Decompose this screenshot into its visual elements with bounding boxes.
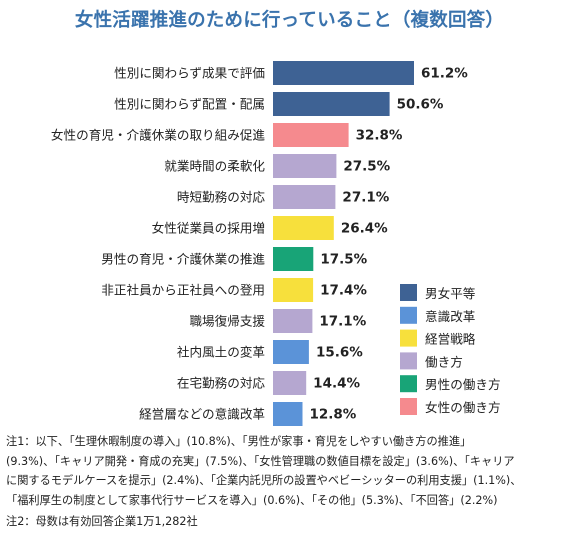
note-1-line-4: 「福利厚生の制度として家事代行サービスを導入」(0.6%)、「その他」(5.3%… (6, 493, 498, 507)
legend-label: 働き方 (425, 354, 463, 369)
legend-label: 女性の働き方 (425, 400, 501, 415)
legend-swatch (400, 398, 417, 415)
data-label: 15.6% (316, 345, 363, 361)
category-label: 時短勤務の対応 (177, 190, 266, 205)
bar (273, 61, 414, 85)
category-label: 就業時間の柔軟化 (164, 159, 265, 174)
data-label: 14.4% (313, 376, 360, 392)
bar-chart: 性別に関わらず成果で評価 61.2% 性別に関わらず配置・配属 50.6% 女性の育児・… (51, 61, 501, 426)
legend-swatch (400, 329, 417, 347)
bar (273, 123, 349, 147)
bar (273, 309, 313, 333)
note-2: 注2：母数は有効回答企業1万1,282社 (6, 515, 198, 529)
chart-notes: 注1：以下、「生理休暇制度の導入」(10.8%)、「男性が家事・育児をしやすい働… (6, 432, 574, 532)
category-label: 性別に関わらず成果で評価 (114, 66, 265, 81)
note-1-line-1: 注1：以下、「生理休暇制度の導入」(10.8%)、「男性が家事・育児をしやすい働… (6, 435, 472, 448)
category-label: 職場復帰支援 (189, 314, 265, 329)
bars-layer: 性別に関わらず成果で評価 61.2% 性別に関わらず配置・配属 50.6% 女性の育児・… (51, 61, 468, 426)
data-label: 12.8% (309, 407, 356, 423)
bar (273, 371, 307, 395)
note-1-line-2: (9.3%)、「キャリア開発・育成の充実」(7.5%)、「女性管理職の数値目標を… (6, 454, 515, 468)
legend-label: 意識改革 (425, 309, 475, 324)
bar (273, 340, 309, 364)
legend-swatch (400, 306, 417, 324)
data-label: 50.6% (397, 97, 444, 113)
category-label: 社内風土の変革 (177, 345, 265, 360)
legend-label: 男女平等 (425, 286, 476, 301)
bar (273, 247, 314, 271)
category-label: 女性従業員の採用増 (152, 221, 265, 236)
bar (273, 278, 314, 302)
bar (273, 92, 390, 116)
data-label: 27.1% (342, 190, 389, 206)
category-label: 経営層などの意識改革 (139, 407, 265, 422)
note-1-line-3: に関するモデルケースを提示」(2.4%)、「企業内託児所の設置やベビーシッターの… (6, 474, 522, 488)
legend-swatch (400, 352, 417, 370)
data-label: 17.4% (320, 283, 367, 299)
data-label: 32.8% (356, 128, 403, 144)
data-label: 17.1% (319, 314, 366, 330)
category-label: 在宅勤務の対応 (177, 376, 266, 391)
bar (273, 154, 337, 178)
legend-swatch (400, 284, 417, 301)
data-label: 17.5% (320, 252, 367, 268)
chart-title: 女性活躍推進のために行っていること（複数回答） (74, 10, 505, 31)
bar (273, 185, 336, 209)
category-label: 非正社員から正社員への登用 (101, 283, 265, 298)
bar (273, 402, 303, 426)
legend-label: 男性の働き方 (425, 377, 501, 392)
category-label: 性別に関わらず配置・配属 (114, 97, 265, 112)
legend-swatch (400, 375, 417, 393)
data-label: 27.5% (343, 159, 390, 175)
data-label: 61.2% (421, 66, 468, 82)
category-label: 男性の育児・介護休業の推進 (101, 252, 265, 267)
data-label: 26.4% (341, 221, 388, 237)
category-label: 女性の育児・介護休業の取り組み促進 (51, 128, 266, 143)
bar (273, 216, 334, 240)
legend-label: 経営戦略 (425, 332, 476, 347)
